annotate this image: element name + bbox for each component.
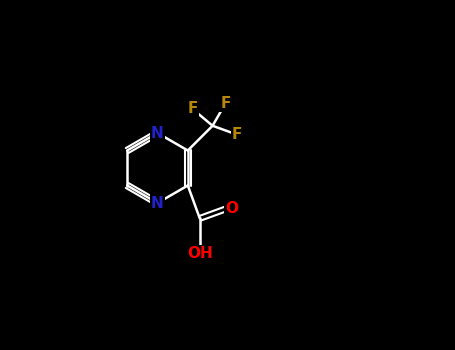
Text: F: F [187,102,197,117]
Text: F: F [232,127,243,142]
Text: OH: OH [187,246,212,261]
Text: N: N [151,196,164,210]
Text: F: F [221,96,231,111]
Text: O: O [225,201,238,216]
Text: N: N [151,126,164,140]
